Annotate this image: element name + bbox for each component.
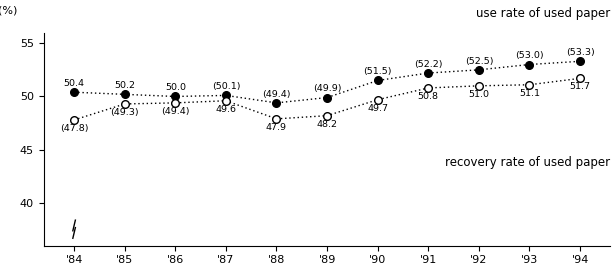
Text: (53.0): (53.0)	[515, 51, 544, 60]
Text: (52.2): (52.2)	[414, 60, 442, 69]
Text: (49.4): (49.4)	[161, 107, 190, 116]
Text: recovery rate of used paper: recovery rate of used paper	[445, 156, 610, 169]
Text: (47.8): (47.8)	[60, 124, 88, 133]
Text: (51.5): (51.5)	[363, 67, 392, 76]
Text: 50.8: 50.8	[418, 92, 439, 101]
Text: (50.1): (50.1)	[212, 82, 240, 91]
Text: 48.2: 48.2	[317, 120, 338, 129]
Text: 51.1: 51.1	[519, 89, 540, 98]
FancyBboxPatch shape	[73, 221, 75, 237]
Text: 50.4: 50.4	[63, 79, 84, 88]
Text: (%): (%)	[0, 5, 18, 15]
Text: 49.6: 49.6	[216, 105, 237, 114]
Text: (49.4): (49.4)	[262, 90, 291, 99]
Text: 50.2: 50.2	[114, 81, 135, 90]
Text: use rate of used paper: use rate of used paper	[476, 7, 610, 20]
Text: (53.3): (53.3)	[565, 48, 594, 57]
Text: 51.7: 51.7	[570, 82, 591, 91]
Text: (52.5): (52.5)	[464, 57, 493, 66]
Text: 49.7: 49.7	[367, 104, 388, 113]
Text: (49.9): (49.9)	[313, 85, 341, 93]
Text: 50.0: 50.0	[165, 83, 186, 92]
Text: 51.0: 51.0	[468, 90, 489, 99]
Text: 47.9: 47.9	[266, 123, 287, 132]
Text: (49.3): (49.3)	[110, 108, 139, 117]
